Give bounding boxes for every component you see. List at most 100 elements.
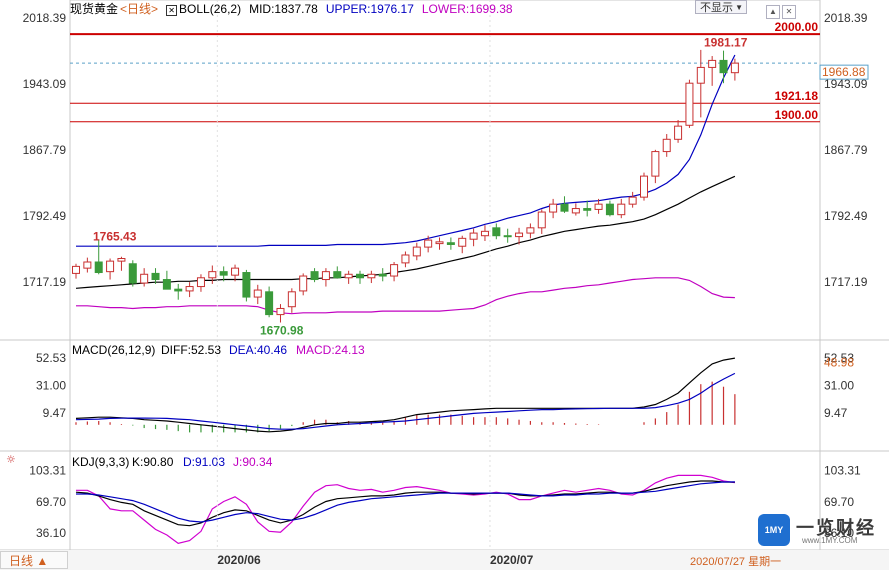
candle-body bbox=[106, 260, 115, 273]
macd-tick-right: 31.00 bbox=[824, 378, 854, 392]
candle-body bbox=[605, 203, 614, 216]
kdj-tick-right: 69.70 bbox=[824, 495, 854, 509]
macd-macd-value: MACD:24.13 bbox=[296, 343, 365, 357]
candle-body bbox=[662, 138, 671, 153]
price-tick-left: 1717.19 bbox=[23, 275, 67, 289]
hide-dropdown[interactable]: 不显示 ▼ bbox=[695, 0, 747, 14]
candle-body bbox=[276, 307, 285, 316]
gear-icon: ☼ bbox=[6, 453, 16, 466]
candle-body bbox=[185, 286, 194, 292]
candle-body bbox=[83, 261, 92, 269]
price-tick-right: 1943.09 bbox=[824, 77, 868, 91]
price-tick-right: 1717.19 bbox=[824, 275, 868, 289]
price-tick-right: 1867.79 bbox=[824, 143, 868, 157]
kdj-j-line bbox=[76, 474, 735, 544]
kdj-tick-right: 103.31 bbox=[824, 464, 861, 478]
chevron-down-icon: ▼ bbox=[735, 3, 743, 12]
macd-tick-right: 52.53 bbox=[824, 351, 854, 365]
boll-lower-value: LOWER:1699.38 bbox=[421, 2, 513, 16]
hide-dropdown-label: 不显示 bbox=[700, 2, 733, 14]
plot-frame bbox=[69, 0, 821, 553]
candle-body bbox=[719, 59, 728, 74]
candle-body bbox=[583, 208, 592, 211]
boll-toggle-icon[interactable]: ✕ bbox=[166, 5, 178, 16]
watermark-logo: 1MY 一览财经 www.1MY.COM bbox=[758, 514, 878, 548]
macd-tick-right: 9.47 bbox=[824, 406, 848, 420]
candle-body bbox=[549, 203, 558, 213]
period-selector-button[interactable]: 日线 ▲ bbox=[0, 551, 68, 569]
candle-body bbox=[435, 241, 444, 245]
candle-body bbox=[356, 273, 364, 279]
candle-body bbox=[196, 277, 205, 288]
panel-controls: ▲ ✕ bbox=[766, 1, 798, 19]
candle-body bbox=[674, 125, 683, 140]
close-icon[interactable]: ✕ bbox=[782, 5, 796, 19]
instrument-name: 现货黄金 bbox=[70, 2, 119, 16]
macd-tick-left: 31.00 bbox=[36, 378, 66, 392]
kdj-tick-left: 103.31 bbox=[29, 464, 66, 478]
candle-body bbox=[151, 272, 160, 281]
level-label: 1921.18 bbox=[775, 89, 819, 103]
candle-body bbox=[287, 291, 296, 308]
candle-body bbox=[503, 235, 512, 238]
candle-body bbox=[94, 261, 103, 274]
price-tick-left: 2018.39 bbox=[23, 11, 67, 25]
macd-marker-value: 48.98 bbox=[824, 356, 854, 370]
candle-body bbox=[526, 227, 535, 234]
candle-body bbox=[594, 203, 603, 210]
candle-body bbox=[344, 273, 353, 279]
candle-body bbox=[117, 258, 126, 262]
candle-body bbox=[242, 272, 251, 298]
macd-dea-value: DEA:40.46 bbox=[229, 343, 287, 357]
level-label: 1900.00 bbox=[775, 108, 819, 122]
candle-body bbox=[469, 232, 478, 240]
candle-body bbox=[571, 208, 580, 214]
expand-icon[interactable]: ▲ bbox=[766, 5, 780, 19]
candle-body bbox=[708, 59, 717, 68]
kdj-tick-left: 69.70 bbox=[36, 495, 66, 509]
candle-body bbox=[333, 271, 342, 279]
logo-mark: 1MY bbox=[758, 514, 790, 546]
candle-body bbox=[696, 66, 705, 84]
price-tick-right: 1792.49 bbox=[824, 209, 868, 223]
current-date-label: 2020/07/27 星期一 bbox=[690, 556, 782, 568]
kdj-j-value: J:90.34 bbox=[233, 455, 273, 469]
candle-body bbox=[367, 273, 376, 279]
boll-upper-value: UPPER:1976.17 bbox=[325, 2, 414, 16]
kdj-tick-right: 36.10 bbox=[824, 526, 854, 540]
macd-dea-line bbox=[75, 372, 736, 430]
boll-indicator-label: BOLL(26,2) bbox=[179, 2, 242, 16]
kdj-d-line bbox=[76, 481, 735, 523]
macd-tick-left: 52.53 bbox=[36, 351, 66, 365]
price-tick-left: 1867.79 bbox=[23, 143, 67, 157]
period-label: <日线> bbox=[120, 2, 159, 16]
candle-body bbox=[128, 263, 137, 284]
candle-body bbox=[310, 271, 319, 281]
candle-body bbox=[685, 82, 694, 126]
current-price-tag bbox=[819, 64, 869, 80]
recent-high-annotation: 1981.17 bbox=[704, 36, 748, 50]
candle-body bbox=[617, 203, 626, 216]
candle-body bbox=[492, 227, 501, 237]
candle-body bbox=[560, 203, 569, 212]
candle-body bbox=[480, 230, 489, 237]
candle-body bbox=[446, 242, 455, 245]
candle-body bbox=[265, 291, 274, 316]
candle-body bbox=[174, 288, 183, 292]
candle-body bbox=[390, 264, 399, 277]
candle-body bbox=[458, 237, 467, 247]
x-axis-label: 2020/07 bbox=[490, 553, 534, 567]
price-tick-right: 2018.39 bbox=[824, 11, 868, 25]
candle-body bbox=[140, 273, 149, 284]
candle-body bbox=[424, 239, 433, 248]
candle-body bbox=[72, 265, 80, 274]
current-price-value: 1966.88 bbox=[822, 65, 866, 79]
candle-body bbox=[231, 267, 240, 276]
candle-body bbox=[730, 62, 739, 74]
candle-body bbox=[401, 254, 410, 264]
boll-upper-line bbox=[76, 54, 736, 247]
boll-mid-line bbox=[75, 175, 736, 289]
kdj-k-value: K:90.80 bbox=[132, 455, 174, 469]
candle-body bbox=[321, 271, 330, 281]
